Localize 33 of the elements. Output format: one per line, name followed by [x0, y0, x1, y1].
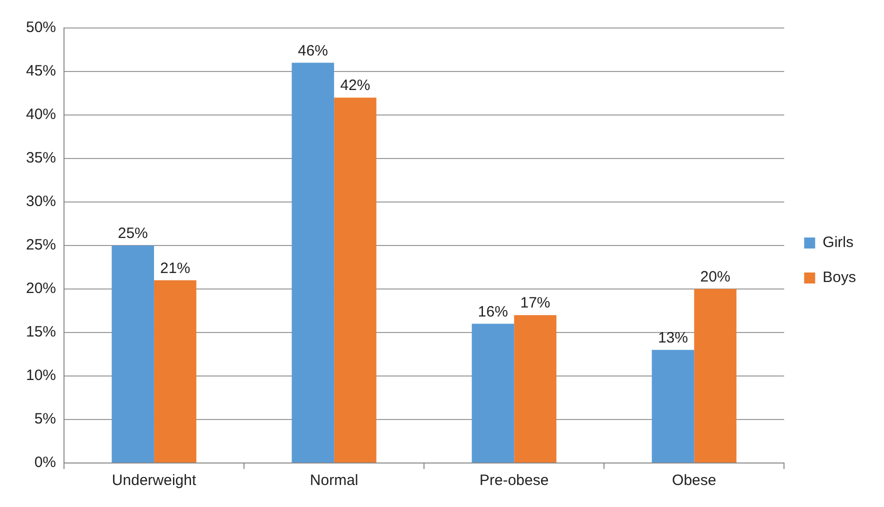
data-label: 42% [340, 77, 370, 94]
bar [112, 246, 154, 462]
y-tick-label: 0% [34, 454, 56, 472]
bar [472, 324, 514, 462]
legend-label: Boys [822, 269, 856, 286]
bar [292, 62, 334, 462]
y-tick-label: 45% [26, 62, 56, 80]
y-tick-label: 10% [26, 367, 56, 384]
x-tick-label: Normal [310, 472, 358, 490]
y-tick-label: 5% [34, 410, 56, 428]
bar [694, 289, 736, 462]
y-tick-label: 25% [26, 236, 56, 254]
data-label: 17% [520, 294, 550, 312]
data-label: 25% [118, 225, 148, 242]
y-tick-label: 15% [26, 324, 56, 341]
legend-label: Girls [822, 234, 854, 252]
y-tick-label: 30% [26, 193, 56, 210]
y-tick-label: 20% [26, 280, 56, 298]
bar [514, 315, 556, 462]
bar [154, 280, 196, 462]
data-label: 20% [700, 268, 730, 286]
x-tick-label: Underweight [112, 472, 197, 490]
y-tick-label: 40% [26, 106, 56, 124]
y-tick-label: 35% [26, 150, 56, 167]
y-tick-label: 50% [26, 19, 56, 36]
bar [652, 350, 694, 462]
data-label: 21% [160, 260, 190, 277]
x-tick-label: Pre-obese [479, 472, 549, 490]
data-label: 46% [298, 42, 328, 60]
data-label: 16% [478, 303, 508, 320]
data-label: 13% [658, 330, 688, 347]
bar [334, 98, 376, 462]
x-tick-label: Obese [672, 472, 716, 490]
